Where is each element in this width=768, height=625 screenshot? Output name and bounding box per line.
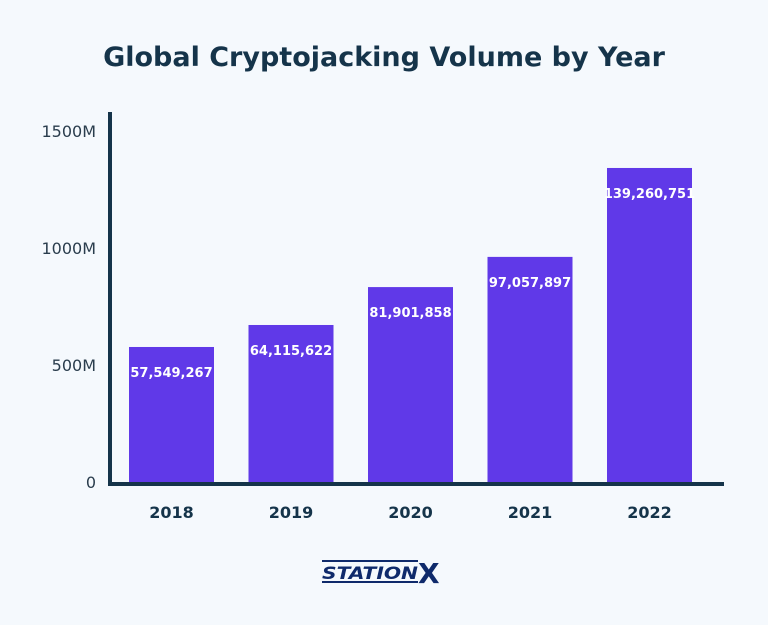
bar-2018	[129, 346, 214, 484]
bar-2020	[368, 287, 453, 484]
x-tick-label: 2021	[508, 503, 553, 522]
stationx-logo: STATION X	[322, 557, 440, 590]
y-tick-label: 1500M	[41, 122, 96, 141]
x-tick-label: 2022	[627, 503, 672, 522]
y-tick-label: 1000M	[41, 239, 96, 258]
bar-2022	[607, 167, 692, 485]
svg-text:STATION: STATION	[322, 564, 418, 584]
data-label: 97,057,897	[489, 276, 571, 291]
chart-title: Global Cryptojacking Volume by Year	[103, 42, 666, 73]
x-tick-label: 2019	[269, 503, 314, 522]
bar-2019	[248, 324, 334, 484]
data-label: 57,549,267	[130, 366, 212, 381]
y-tick-label: 0	[86, 473, 96, 492]
data-label: 81,901,858	[369, 306, 451, 321]
data-label: 64,115,622	[250, 344, 332, 359]
data-label: 139,260,751	[604, 187, 695, 202]
svg-text:X: X	[418, 557, 440, 590]
bar-2021	[487, 256, 573, 484]
x-tick-label: 2020	[388, 503, 433, 522]
y-tick-label: 500M	[52, 356, 96, 375]
x-tick-label: 2018	[149, 503, 194, 522]
